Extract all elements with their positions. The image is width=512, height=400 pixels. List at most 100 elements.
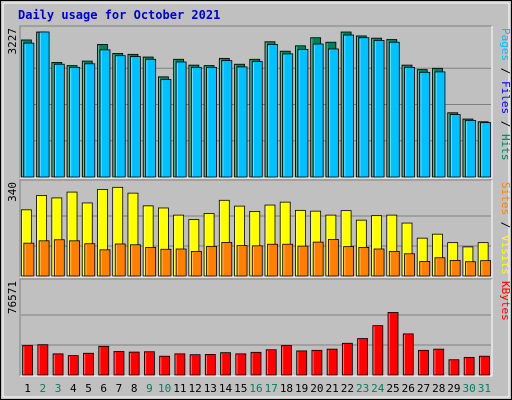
bar-kbytes-day-15 — [235, 353, 247, 376]
bar-sites-day-6 — [99, 249, 111, 277]
bar-sites-day-3 — [53, 239, 65, 277]
bar-sites-day-10 — [160, 248, 172, 277]
series-legend-label: KBytes — [499, 281, 512, 321]
bar-kbytes-day-9 — [144, 351, 155, 376]
legend-part: / — [499, 61, 512, 81]
bar-kbytes-day-16 — [250, 351, 262, 376]
panel-bevel-dark — [19, 25, 492, 178]
bar-kbytes-day-27 — [418, 349, 429, 376]
bar-kbytes-day-26 — [402, 333, 414, 376]
bar-sites-day-20 — [312, 241, 324, 277]
bar-sites-day-5 — [84, 243, 96, 277]
bar-kbytes-day-10 — [159, 355, 171, 376]
bar-sites-day-26 — [404, 253, 415, 277]
bar-sites-day-11 — [175, 248, 187, 277]
bar-files-day-31 — [480, 122, 492, 178]
bar-kbytes-day-19 — [296, 350, 308, 376]
day-label-22: 22 — [341, 382, 354, 395]
bar-kbytes-day-3 — [52, 353, 64, 376]
bar-sites-day-28 — [434, 257, 446, 277]
bar-kbytes-day-1 — [22, 345, 34, 376]
bar-sites-day-17 — [267, 243, 278, 277]
day-label-30: 30 — [463, 382, 476, 395]
day-label-12: 12 — [188, 382, 201, 395]
series-kbytes — [22, 312, 490, 376]
bar-files-day-30 — [465, 119, 476, 178]
bar-files-day-7 — [114, 55, 126, 178]
legend-part: Files — [499, 81, 512, 114]
bar-kbytes-day-28 — [433, 348, 445, 376]
bar-kbytes-day-2 — [37, 344, 49, 376]
day-label-4: 4 — [70, 382, 77, 395]
day-label-7: 7 — [116, 382, 123, 395]
bar-files-day-24 — [373, 40, 385, 178]
day-label-10: 10 — [158, 382, 171, 395]
bar-sites-day-1 — [23, 242, 35, 277]
bar-kbytes-day-5 — [83, 352, 94, 376]
bar-files-day-11 — [175, 61, 187, 178]
day-label-18: 18 — [280, 382, 293, 395]
series-legend-label: Pages / Files / Hits — [499, 28, 512, 161]
bar-files-day-23 — [358, 37, 370, 178]
panel-bevel-dark — [19, 278, 492, 376]
bar-sites-day-8 — [130, 244, 141, 277]
day-label-13: 13 — [204, 382, 217, 395]
bar-kbytes-day-22 — [341, 342, 353, 376]
day-label-16: 16 — [249, 382, 262, 395]
bar-sites-day-4 — [69, 240, 80, 277]
bar-files-day-29 — [449, 114, 461, 178]
legend-part: / — [499, 114, 512, 134]
bar-files-day-26 — [404, 66, 415, 178]
bar-files-day-3 — [53, 63, 65, 178]
bar-sites-day-7 — [114, 243, 126, 277]
bar-sites-day-12 — [190, 250, 202, 277]
bar-files-day-16 — [251, 61, 263, 178]
bar-files-day-12 — [190, 66, 202, 178]
bar-sites-day-29 — [449, 259, 461, 277]
day-label-24: 24 — [371, 382, 385, 395]
day-label-29: 29 — [447, 382, 460, 395]
bar-kbytes-day-20 — [311, 349, 323, 376]
bar-sites-day-22 — [343, 246, 355, 277]
bar-kbytes-day-17 — [265, 349, 277, 376]
bar-kbytes-day-18 — [281, 345, 292, 376]
bar-files-day-6 — [99, 49, 111, 178]
day-label-31: 31 — [478, 382, 491, 395]
day-label-28: 28 — [432, 382, 445, 395]
bar-kbytes-day-31 — [478, 355, 490, 376]
panel-hits-files-pages: 3227 Pages / Files / Hits — [6, 25, 512, 179]
day-label-9: 9 — [146, 382, 153, 395]
bar-files-day-9 — [145, 58, 157, 178]
bar-sites-day-21 — [327, 239, 339, 277]
day-label-25: 25 — [386, 382, 399, 395]
series-legend-label: Sites / Visits — [499, 182, 512, 275]
x-axis-day-labels: 1 2 3 4 5 6 7 8 9 10 11 12 13 14 15 16 17 18 19 20 21 22 23 24 2… — [24, 382, 491, 395]
bar-sites-day-23 — [358, 247, 370, 277]
day-label-5: 5 — [85, 382, 92, 395]
bar-sites-day-31 — [480, 260, 492, 277]
bar-files-day-10 — [160, 79, 172, 178]
legend-part: Pages — [499, 28, 512, 61]
bar-kbytes-day-11 — [174, 353, 186, 376]
bar-kbytes-day-24 — [372, 325, 384, 376]
bar-kbytes-day-23 — [357, 338, 368, 376]
bar-sites-day-19 — [297, 245, 309, 277]
bar-sites-day-25 — [388, 250, 400, 277]
bar-files-day-1 — [23, 42, 35, 178]
bar-kbytes-day-29 — [448, 359, 460, 376]
day-label-3: 3 — [55, 382, 62, 395]
y-scale-max-label: 76571 — [6, 281, 19, 314]
legend-part: Sites — [499, 182, 512, 215]
bar-sites-day-24 — [373, 248, 385, 277]
bar-kbytes-day-21 — [326, 348, 338, 376]
bar-kbytes-day-14 — [220, 352, 231, 376]
bar-kbytes-day-25 — [387, 312, 399, 376]
bar-files-day-5 — [84, 63, 96, 178]
day-label-8: 8 — [131, 382, 138, 395]
day-label-20: 20 — [310, 382, 323, 395]
y-scale-max-label: 340 — [6, 182, 19, 202]
chart-title: Daily usage for October 2021 — [18, 8, 220, 22]
series-files — [23, 31, 492, 178]
bar-files-day-21 — [327, 48, 339, 178]
